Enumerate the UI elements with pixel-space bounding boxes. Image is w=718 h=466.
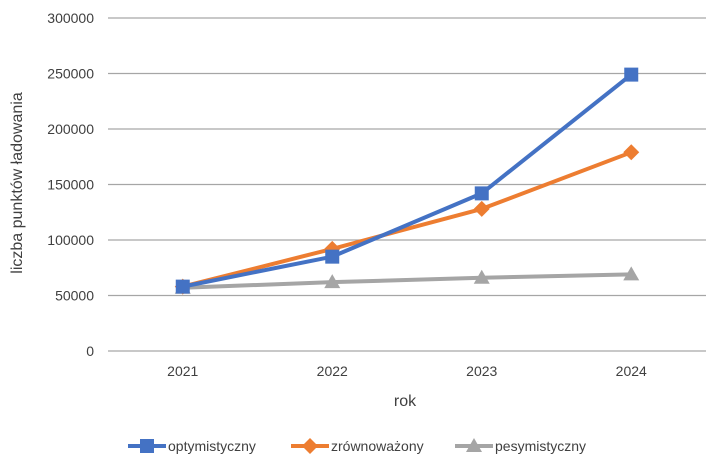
legend-label: zrównoważony [331,438,424,454]
legend: optymistyczny zrównoważony pesymistyczny [128,438,586,454]
x-tick-label: 2021 [167,363,198,379]
data-point [324,274,341,289]
x-tick-label: 2023 [466,363,497,379]
data-point [473,200,490,217]
legend-item: optymistyczny [128,438,256,454]
data-point [474,186,489,201]
x-tick-label: 2024 [616,363,647,379]
series-line [180,150,634,289]
series-zrównoważony [174,144,640,295]
legend-marker [466,438,482,452]
y-tick-label: 100000 [47,232,94,248]
y-tick-labels: 0 50000 100000 150000 200000 250000 300000 [47,10,94,359]
data-point [623,144,640,161]
legend-item: pesymistyczny [455,438,586,454]
legend-item: zrównoważony [291,438,424,454]
x-axis-label: rok [394,393,417,410]
data-point [325,249,340,264]
y-tick-label: 50000 [55,288,94,304]
y-tick-label: 150000 [47,177,94,193]
y-tick-label: 200000 [47,121,94,137]
x-tick-label: 2022 [317,363,348,379]
data-point [175,279,190,294]
legend-label: pesymistyczny [495,438,586,454]
series-line [180,272,634,290]
y-axis-label: liczba punktów ładowania [9,92,26,274]
y-tick-label: 250000 [47,66,94,82]
data-point [473,269,490,284]
gridlines [108,17,706,352]
x-tick-labels: 2021 2022 2023 2024 [167,363,647,379]
y-tick-label: 0 [86,343,94,359]
legend-marker [140,439,154,453]
series-line [180,72,634,289]
legend-label: optymistyczny [168,438,256,454]
data-point [624,67,639,82]
data-point [623,266,640,281]
y-tick-label: 300000 [47,10,94,26]
legend-marker [302,438,318,454]
series-group [174,67,640,295]
series-optymistyczny [175,67,639,294]
